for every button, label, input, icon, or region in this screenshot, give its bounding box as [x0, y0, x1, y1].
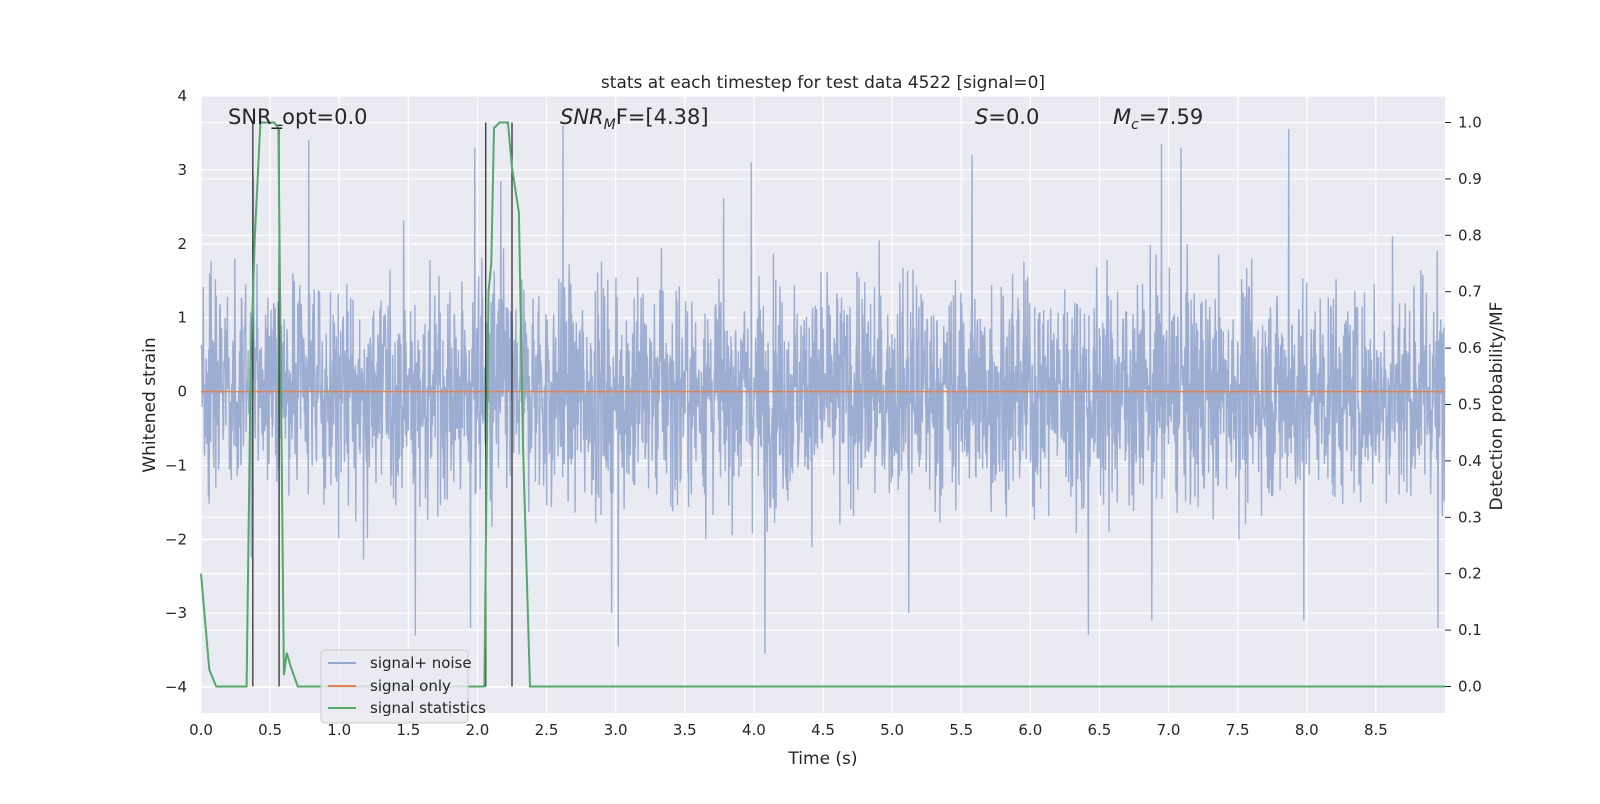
- axis-ticks: 0.0 0.5 1.0 1.5 2.0 2.5 3.0 3.5 4.0 4.5 5.0 5.5 6.0 6…: [165, 87, 1482, 739]
- chart-title: stats at each timestep for test data 452…: [601, 73, 1045, 93]
- legend-label-stats: signal statistics: [370, 699, 486, 717]
- x-tick-label: 1.0: [327, 721, 351, 739]
- y2-tick-label: 0.5: [1458, 396, 1482, 414]
- x-axis-label: Time (s): [787, 749, 857, 769]
- signal-statistics-series: [200, 121, 1445, 688]
- y2-tick-label: 0.0: [1458, 677, 1482, 695]
- y-tick-label: 4: [177, 87, 187, 105]
- y2-tick-label: 1.0: [1458, 114, 1482, 132]
- y-tick-label: −1: [165, 456, 187, 474]
- x-tick-label: 5.5: [949, 721, 973, 739]
- x-tick-label: 6.0: [1018, 721, 1042, 739]
- legend-label-signal: signal only: [370, 677, 451, 695]
- annotation-mc: Mc=7.59: [1113, 105, 1203, 133]
- x-tick-label: 8.0: [1295, 721, 1319, 739]
- y-axis-label: Whitened strain: [140, 337, 160, 472]
- y2-tick-label: 0.9: [1458, 170, 1482, 188]
- signal-plus-noise-line: [200, 125, 1446, 654]
- y2-tick-label: 0.2: [1458, 565, 1482, 583]
- legend-label-noise: signal+ noise: [370, 654, 472, 672]
- annotation-snr-mf: SNRMF=[4.38]: [560, 105, 709, 133]
- legend-box: [320, 649, 469, 724]
- annotation-s: S=0.0: [975, 105, 1039, 129]
- mc-prefix: M: [1113, 105, 1131, 129]
- y-tick-label: −3: [165, 604, 187, 622]
- x-tick-label: 4.5: [811, 721, 835, 739]
- snr-mf-prefix: SNR: [560, 105, 604, 129]
- s-prefix: S: [975, 105, 988, 129]
- x-tick-label: 2.5: [535, 721, 559, 739]
- y-tick-label: 2: [177, 235, 187, 253]
- mc-sub: c: [1131, 117, 1139, 133]
- x-tick-label: 6.5: [1088, 721, 1112, 739]
- x-tick-label: 4.0: [742, 721, 766, 739]
- y-tick-label: 3: [177, 161, 187, 179]
- y2-tick-label: 0.8: [1458, 226, 1482, 244]
- x-tick-label: 7.5: [1226, 721, 1250, 739]
- x-tick-label: 3.5: [673, 721, 697, 739]
- x-tick-label: 2.0: [466, 721, 490, 739]
- y2-tick-label: 0.7: [1458, 283, 1482, 301]
- y2-tick-label: 0.6: [1458, 339, 1482, 357]
- annotation-snr-opt: SNR_opt=0.0: [228, 105, 368, 130]
- x-tick-label: 0.0: [189, 721, 213, 739]
- x-tick-label: 5.0: [880, 721, 904, 739]
- y2-tick-label: 0.3: [1458, 508, 1482, 526]
- y-tick-label: 1: [177, 309, 187, 327]
- x-tick-label: 3.0: [604, 721, 628, 739]
- x-tick-label: 0.5: [258, 721, 282, 739]
- snr-mf-suffix: F=[4.38]: [616, 105, 709, 129]
- snr-mf-sub: M: [604, 117, 616, 133]
- x-tick-label: 8.5: [1364, 721, 1388, 739]
- signal-plus-noise-series: [200, 125, 1446, 654]
- y-tick-label: −2: [165, 530, 187, 548]
- y2-tick-label: 0.4: [1458, 452, 1482, 470]
- y-tick-label: 0: [177, 383, 187, 401]
- signal-statistics-line: [200, 121, 1445, 688]
- x-tick-label: 7.0: [1157, 721, 1181, 739]
- mc-suffix: =7.59: [1139, 105, 1203, 129]
- legend: signal+ noise signal only signal statist…: [320, 649, 486, 724]
- x-tick-label: 1.5: [396, 721, 420, 739]
- y2-tick-label: 0.1: [1458, 621, 1482, 639]
- y-tick-label: −4: [165, 678, 187, 696]
- y2-axis-label: Detection probability/MF: [1487, 302, 1507, 511]
- s-suffix: =0.0: [988, 105, 1039, 129]
